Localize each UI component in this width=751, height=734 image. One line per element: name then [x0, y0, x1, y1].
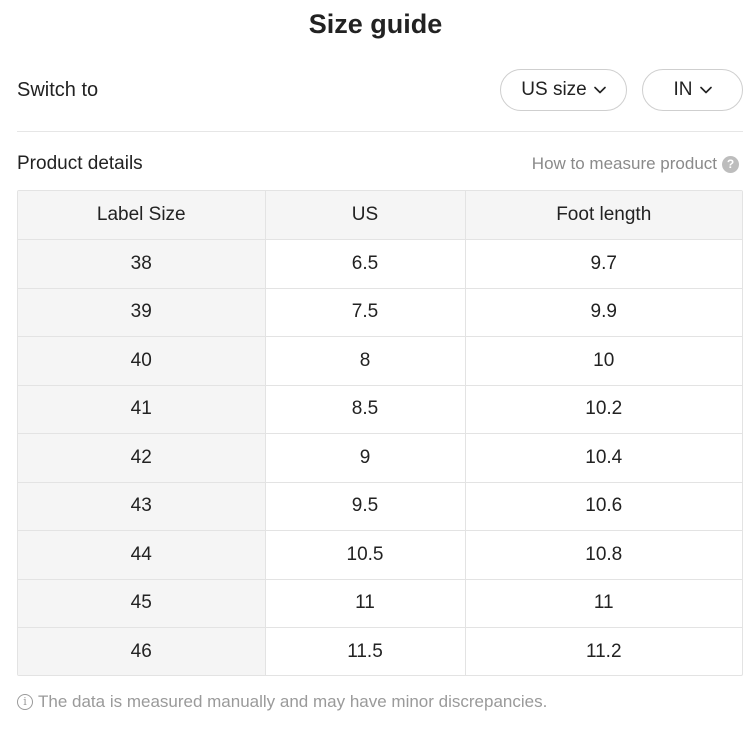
label-size-cell: 38 — [18, 239, 266, 289]
table-row: 41 8.5 10.2 — [18, 385, 742, 434]
table-row: 40 8 10 — [18, 336, 742, 386]
us-size-cell: 7.5 — [265, 288, 466, 337]
table-header-row: Label Size US Foot length — [18, 191, 742, 240]
us-size-cell: 9.5 — [265, 482, 466, 531]
us-size-cell: 6.5 — [265, 239, 466, 289]
us-size-cell: 11 — [265, 579, 466, 628]
foot-length-cell: 11.2 — [585, 641, 622, 662]
label-size-cell: 41 — [18, 385, 266, 434]
info-circle-icon: i — [17, 694, 33, 710]
table-row: 44 10.5 10.8 — [18, 530, 742, 580]
how-to-measure-link[interactable]: How to measure product ? — [532, 150, 739, 178]
us-size-cell: 11.5 — [265, 627, 466, 675]
foot-length-cell: 10.8 — [465, 530, 742, 580]
table-row: 39 7.5 9.9 — [18, 288, 742, 337]
foot-length-cell: 9.9 — [465, 288, 742, 337]
switch-label: Switch to — [17, 79, 99, 101]
section-divider — [17, 131, 743, 132]
label-size-cell: 42 — [18, 433, 266, 483]
question-circle-icon: ? — [722, 155, 739, 173]
unit-value: IN — [673, 79, 693, 100]
table-row: 45 11 11 — [18, 579, 742, 628]
table-row: 43 9.5 10.6 — [18, 482, 742, 531]
table-row: 38 6.5 9.7 — [18, 239, 742, 289]
size-system-value: US size — [521, 79, 587, 100]
label-size-cell: 46 — [18, 627, 266, 675]
product-details-header: Product details How to measure product ? — [17, 150, 743, 178]
switch-row: Switch to US size IN — [17, 69, 743, 111]
header-us: US — [265, 191, 466, 240]
foot-length-cell: 10 — [465, 336, 742, 386]
size-system-dropdown[interactable]: US size — [500, 69, 627, 111]
chevron-down-icon — [699, 86, 712, 94]
table-row: 46 11.5 11.2 — [18, 627, 742, 675]
disclaimer-text: The data is measured manually and may ha… — [38, 692, 548, 711]
foot-length-cell: 10.4 — [465, 433, 742, 483]
product-details-title: Product details — [17, 153, 143, 174]
us-size-cell: 9 — [265, 433, 466, 483]
label-size-cell: 40 — [18, 336, 266, 386]
foot-length-cell: 11 — [465, 579, 742, 628]
label-size-cell: 39 — [18, 288, 266, 337]
label-size-cell: 43 — [18, 482, 266, 531]
table-row: 42 9 10.4 — [18, 433, 742, 483]
header-foot-length: Foot length — [465, 191, 742, 240]
label-size-cell: 44 — [18, 530, 266, 580]
page-title: Size guide — [308, 9, 443, 39]
us-size-cell: 10.5 — [265, 530, 466, 580]
us-size-cell: 8.5 — [265, 385, 466, 434]
foot-length-cell: 10.2 — [465, 385, 742, 434]
unit-dropdown[interactable]: IN — [642, 69, 743, 111]
header-label-size: Label Size — [18, 191, 266, 240]
chevron-down-icon — [593, 86, 606, 94]
foot-length-cell: 9.7 — [465, 239, 742, 289]
label-size-cell: 45 — [18, 579, 266, 628]
us-size-cell: 8 — [265, 336, 466, 386]
foot-length-cell: 10.6 — [465, 482, 742, 531]
how-to-measure-label: How to measure product — [531, 154, 717, 173]
size-table: Label Size US Foot length 38 6.5 9.7 39 … — [17, 190, 743, 676]
measurement-disclaimer: i The data is measured manually and may … — [17, 690, 743, 714]
